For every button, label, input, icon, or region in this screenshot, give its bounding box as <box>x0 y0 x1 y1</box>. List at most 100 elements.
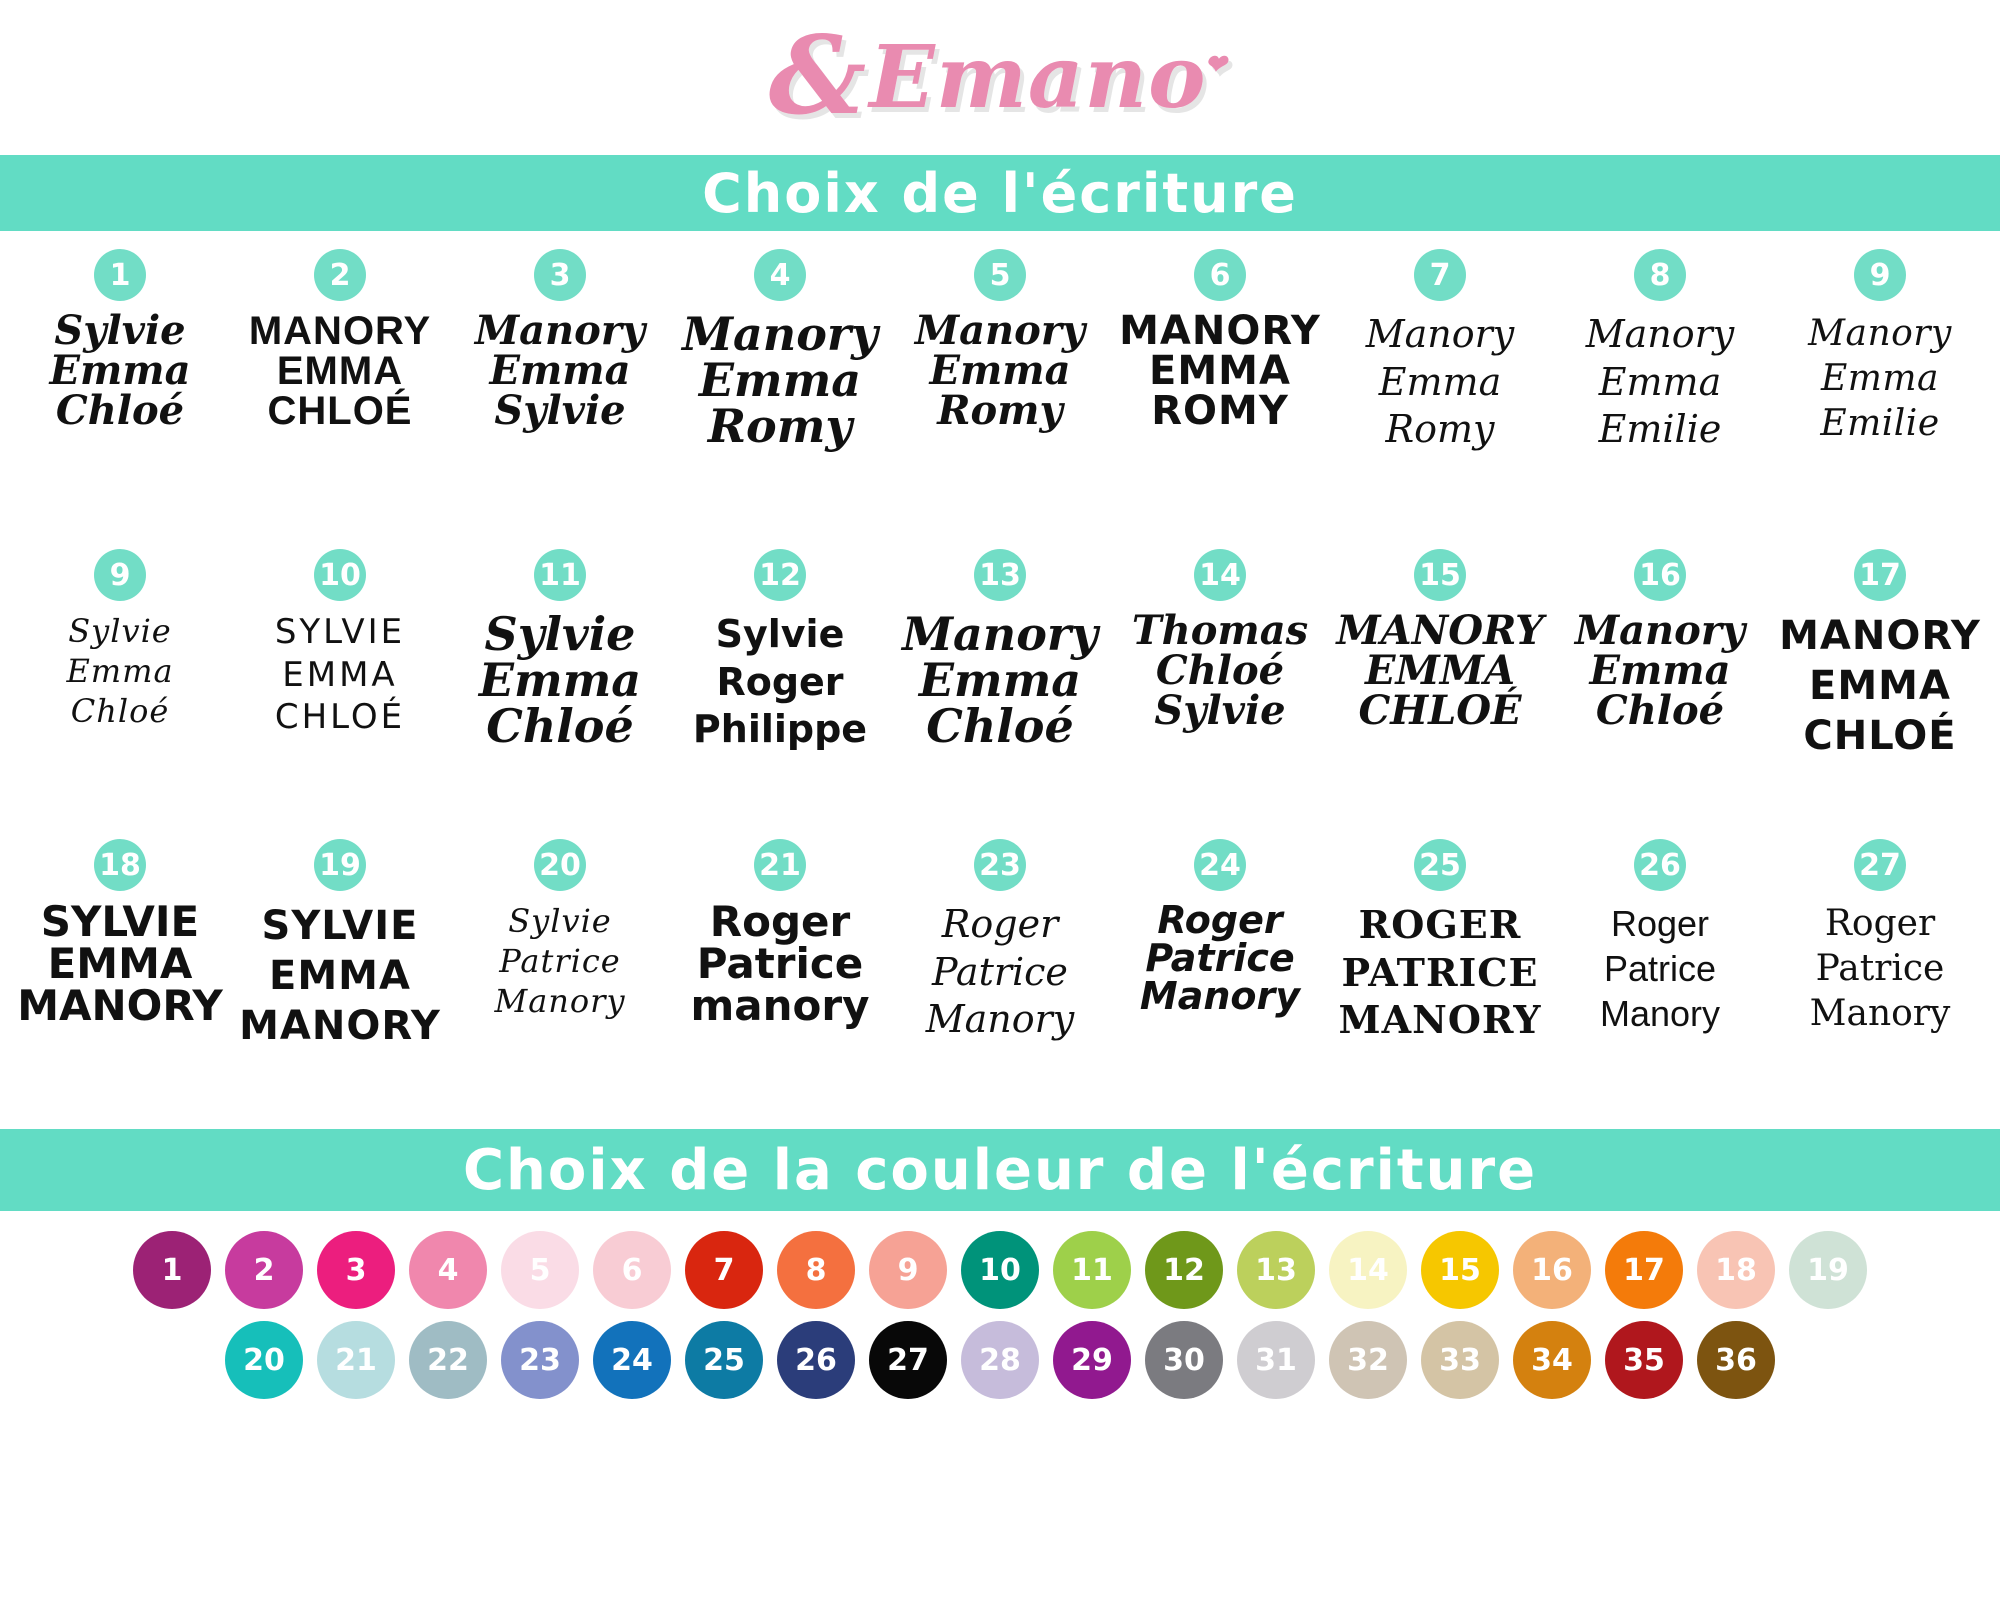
color-swatch-33[interactable]: 33 <box>1421 1321 1499 1399</box>
font-option-18[interactable]: 18 SYLVIE EMMA MANORY <box>10 839 230 1027</box>
font-sample-line: Sylvie <box>715 612 845 656</box>
font-option-sample: Manory Emma Chloé <box>902 611 1098 749</box>
font-option-13[interactable]: 13 Manory Emma Chloé <box>890 549 1110 749</box>
color-swatch-3[interactable]: 3 <box>317 1231 395 1309</box>
color-swatch-26[interactable]: 26 <box>777 1321 855 1399</box>
font-option-24[interactable]: 24 Roger Patrice Manory <box>1110 839 1330 1015</box>
color-swatch-27[interactable]: 27 <box>869 1321 947 1399</box>
font-sample-line: Chloé <box>1595 687 1725 734</box>
font-row: 18 SYLVIE EMMA MANORY 19 SYLVIE EMMA MANORY 20 Sy… <box>0 839 2000 1119</box>
font-option-25[interactable]: 25 ROGER PATRICE MANORY <box>1330 839 1550 1044</box>
color-swatch-19[interactable]: 19 <box>1789 1231 1867 1309</box>
font-sample-line: CHLOÉ <box>267 389 413 433</box>
font-option-badge: 23 <box>974 839 1026 891</box>
font-option-14[interactable]: 14 Thomas Chloé Sylvie <box>1110 549 1330 731</box>
color-swatch-29[interactable]: 29 <box>1053 1321 1131 1399</box>
font-option-9[interactable]: 9 Manory Emma Emilie <box>1770 249 1990 446</box>
font-option-9[interactable]: 9 Sylvie Emma Chloé <box>10 549 230 731</box>
color-swatch-11[interactable]: 11 <box>1053 1231 1131 1309</box>
color-swatch-30[interactable]: 30 <box>1145 1321 1223 1399</box>
font-option-6[interactable]: 6 MANORY EMMA ROMY <box>1110 249 1330 431</box>
color-swatch-5[interactable]: 5 <box>501 1231 579 1309</box>
color-swatch-12[interactable]: 12 <box>1145 1231 1223 1309</box>
font-option-sample: Manory Emma Romy <box>1366 311 1515 454</box>
font-option-badge: 11 <box>534 549 586 601</box>
color-swatch-35[interactable]: 35 <box>1605 1321 1683 1399</box>
color-swatch-22[interactable]: 22 <box>409 1321 487 1399</box>
color-swatch-36[interactable]: 36 <box>1697 1321 1775 1399</box>
color-swatch-34[interactable]: 34 <box>1513 1321 1591 1399</box>
font-option-sample: Roger Patrice Manory <box>926 901 1075 1044</box>
font-sample-line: ROMY <box>1151 388 1289 434</box>
color-swatch-14[interactable]: 14 <box>1329 1231 1407 1309</box>
font-sample-line: Manory <box>925 997 1075 1041</box>
font-sample-line: Manory <box>1139 974 1301 1018</box>
font-sample-line: MANORY <box>1336 607 1544 654</box>
font-option-badge: 20 <box>534 839 586 891</box>
font-option-21[interactable]: 21 Roger Patrice manory <box>670 839 890 1027</box>
font-sample-line: Emilie <box>1598 407 1722 451</box>
color-swatch-25[interactable]: 25 <box>685 1321 763 1399</box>
font-sample-line: MANORY <box>239 1003 441 1049</box>
color-swatch-15[interactable]: 15 <box>1421 1231 1499 1309</box>
font-option-badge: 24 <box>1194 839 1246 891</box>
font-sample-line: Romy <box>937 387 1063 434</box>
color-swatch-1[interactable]: 1 <box>133 1231 211 1309</box>
color-swatch-32[interactable]: 32 <box>1329 1321 1407 1399</box>
color-swatch-24[interactable]: 24 <box>593 1321 671 1399</box>
font-option-12[interactable]: 12 Sylvie Roger Philippe <box>670 549 890 754</box>
font-sample-line: Roger <box>1824 903 1936 944</box>
font-sample-line: CHLOÉ <box>1358 687 1522 734</box>
color-swatch-4[interactable]: 4 <box>409 1231 487 1309</box>
font-option-sample: Sylvie Emma Chloé <box>49 311 190 431</box>
color-swatch-10[interactable]: 10 <box>961 1231 1039 1309</box>
color-choices-grid: 1 2 3 4 5 6 7 8 9 10 11 12 13 14 15 16 17 18 19 20 21 22 23 24… <box>0 1211 2000 1415</box>
font-sample-line: manory <box>690 981 870 1030</box>
color-swatch-21[interactable]: 21 <box>317 1321 395 1399</box>
font-sample-line: Chloé <box>70 692 170 730</box>
font-option-1[interactable]: 1 Sylvie Emma Chloé <box>10 249 230 431</box>
font-sample-line: Roger <box>941 902 1059 946</box>
font-option-badge: 10 <box>314 549 366 601</box>
font-option-badge: 8 <box>1634 249 1686 301</box>
font-sample-line: Emma <box>489 347 631 394</box>
font-sample-line: Emma <box>1589 647 1731 694</box>
font-option-badge: 12 <box>754 549 806 601</box>
color-swatch-23[interactable]: 23 <box>501 1321 579 1399</box>
font-option-16[interactable]: 16 Manory Emma Chloé <box>1550 549 1770 731</box>
font-option-26[interactable]: 26 Roger Patrice Manory <box>1550 839 1770 1036</box>
font-option-7[interactable]: 7 Manory Emma Romy <box>1330 249 1550 454</box>
color-swatch-28[interactable]: 28 <box>961 1321 1039 1399</box>
font-option-sample: Manory Emma Emilie <box>1808 311 1952 446</box>
font-sample-line: Emma <box>1598 359 1722 404</box>
color-swatch-18[interactable]: 18 <box>1697 1231 1775 1309</box>
font-option-2[interactable]: 2 MANORY EMMA CHLOÉ <box>230 249 450 431</box>
font-sample-line: EMMA <box>282 654 398 695</box>
color-swatch-16[interactable]: 16 <box>1513 1231 1591 1309</box>
font-option-10[interactable]: 10 SYLVIE EMMA CHLOÉ <box>230 549 450 739</box>
font-option-27[interactable]: 27 Roger Patrice Manory <box>1770 839 1990 1036</box>
font-option-17[interactable]: 17 MANORY EMMA CHLOÉ <box>1770 549 1990 761</box>
color-swatch-7[interactable]: 7 <box>685 1231 763 1309</box>
color-swatch-20[interactable]: 20 <box>225 1321 303 1399</box>
font-option-15[interactable]: 15 MANORY EMMA CHLOÉ <box>1330 549 1550 731</box>
font-sample-line: SYLVIE <box>274 612 406 652</box>
color-swatch-2[interactable]: 2 <box>225 1231 303 1309</box>
font-option-8[interactable]: 8 Manory Emma Emilie <box>1550 249 1770 454</box>
font-option-19[interactable]: 19 SYLVIE EMMA MANORY <box>230 839 450 1051</box>
font-option-5[interactable]: 5 Manory Emma Romy <box>890 249 1110 431</box>
font-option-20[interactable]: 20 Sylvie Patrice Manory <box>450 839 670 1021</box>
color-swatch-13[interactable]: 13 <box>1237 1231 1315 1309</box>
font-option-23[interactable]: 23 Roger Patrice Manory <box>890 839 1110 1044</box>
font-option-11[interactable]: 11 Sylvie Emma Chloé <box>450 549 670 749</box>
color-swatch-9[interactable]: 9 <box>869 1231 947 1309</box>
color-row: 20 21 22 23 24 25 26 27 28 29 30 31 32 33 34 35 36 <box>0 1315 2000 1405</box>
font-option-4[interactable]: 4 Manory Emma Romy <box>670 249 890 449</box>
color-swatch-8[interactable]: 8 <box>777 1231 855 1309</box>
font-option-3[interactable]: 3 Manory Emma Sylvie <box>450 249 670 431</box>
font-sample-line: MANORY <box>17 981 223 1030</box>
color-swatch-17[interactable]: 17 <box>1605 1231 1683 1309</box>
color-swatch-31[interactable]: 31 <box>1237 1321 1315 1399</box>
color-swatch-6[interactable]: 6 <box>593 1231 671 1309</box>
font-option-badge: 9 <box>94 549 146 601</box>
